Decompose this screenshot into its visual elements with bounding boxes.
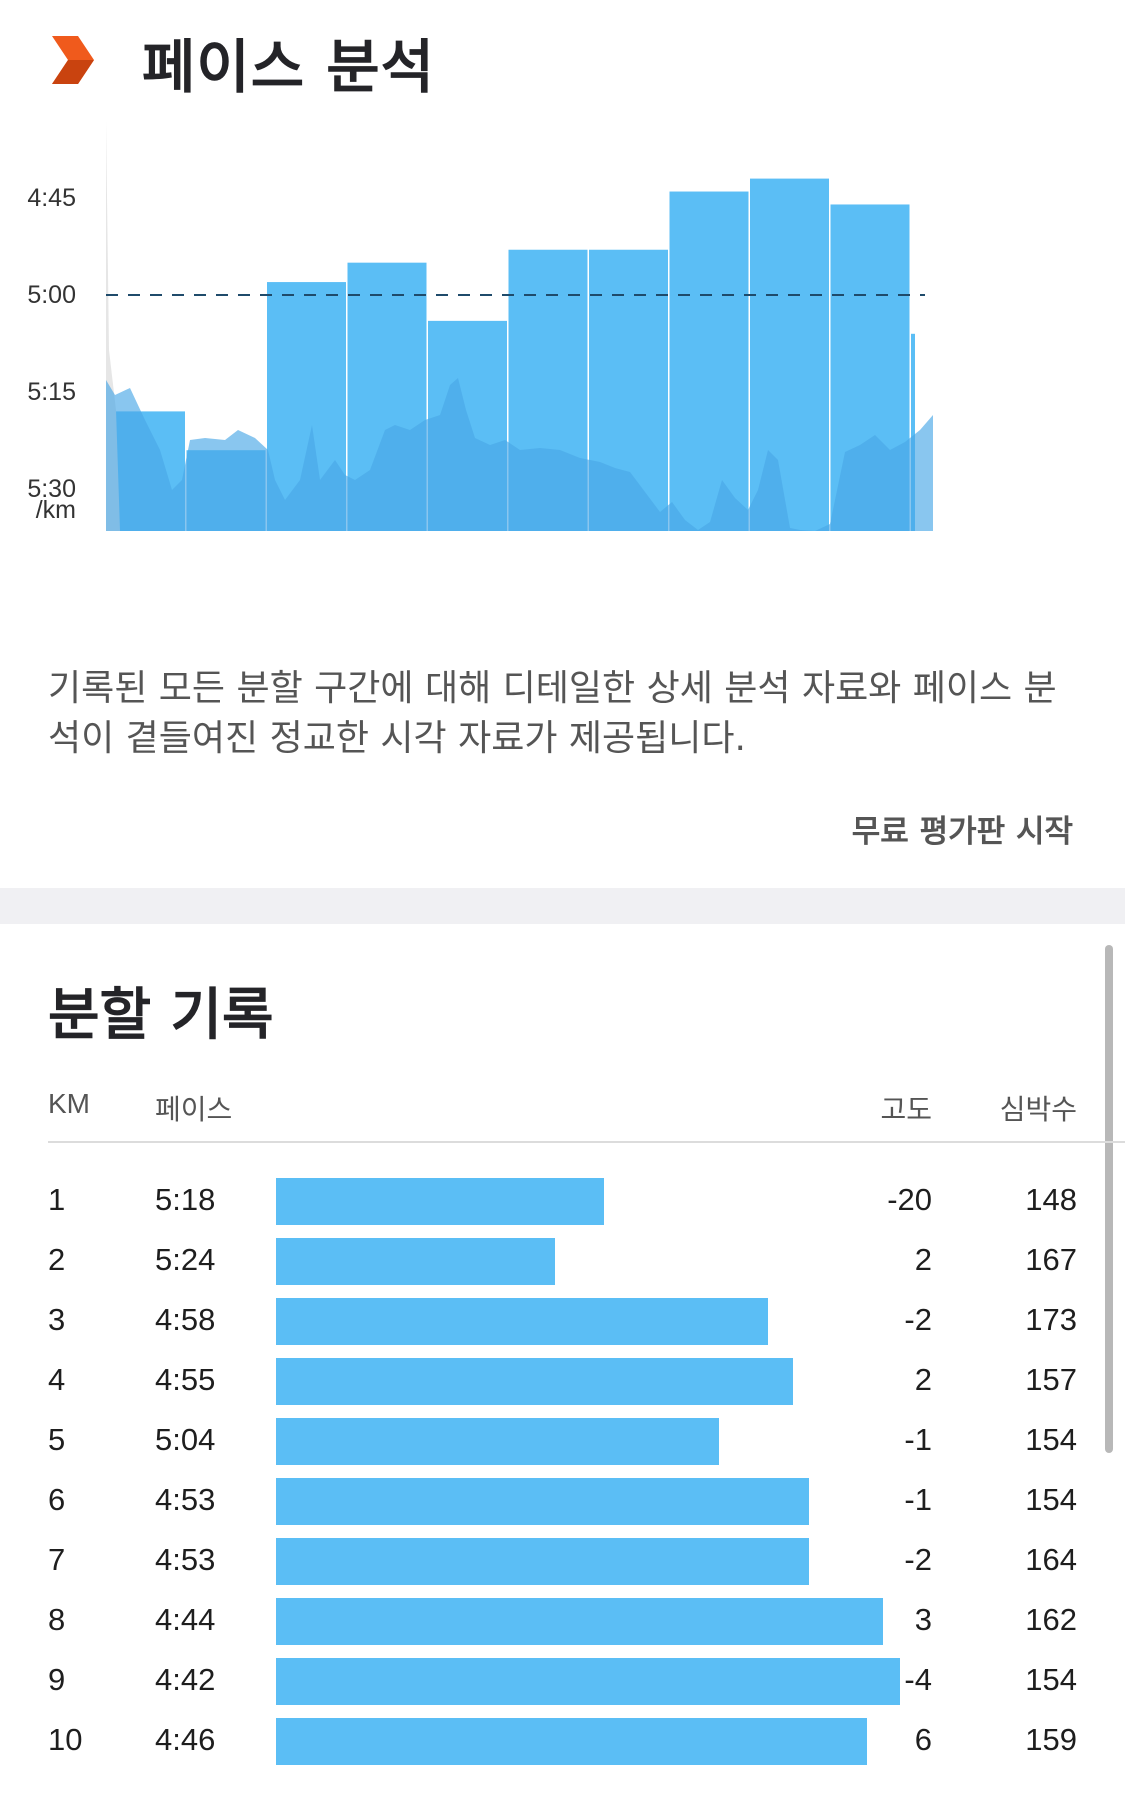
split-row: 5 5:04 -1 154 <box>0 1412 1125 1472</box>
pace-bar <box>911 333 915 531</box>
pace-bar <box>669 191 749 531</box>
y-tick-label: 5:15 <box>27 378 76 406</box>
split-pace-bar <box>276 1478 810 1525</box>
start-free-trial-link[interactable]: 무료 평가판 시작 <box>851 814 1073 850</box>
split-pace: 4:53 <box>155 1542 216 1577</box>
split-pace: 4:55 <box>155 1362 216 1397</box>
split-heart-rate: 173 <box>1025 1302 1077 1337</box>
split-heart-rate: 157 <box>1025 1362 1077 1397</box>
split-row: 1 5:18 -20 148 <box>0 1172 1125 1232</box>
split-pace: 4:58 <box>155 1302 216 1337</box>
split-heart-rate: 154 <box>1025 1422 1077 1457</box>
split-km: 4 <box>48 1362 66 1397</box>
split-pace: 5:24 <box>155 1242 216 1277</box>
split-km: 10 <box>48 1722 83 1757</box>
split-pace: 5:18 <box>155 1182 216 1217</box>
y-tick-label: 4:45 <box>27 184 76 212</box>
scrollbar[interactable] <box>1105 945 1113 1453</box>
split-pace-bar <box>276 1358 793 1405</box>
y-axis: 4:45 5:00 5:15 5:30/km <box>27 184 76 524</box>
split-heart-rate: 159 <box>1025 1722 1077 1757</box>
y-unit-label: /km <box>36 496 76 524</box>
split-km: 6 <box>48 1482 66 1517</box>
split-pace: 4:46 <box>155 1722 216 1757</box>
split-heart-rate: 167 <box>1025 1242 1077 1277</box>
split-km: 2 <box>48 1242 66 1277</box>
split-elevation: -20 <box>887 1182 932 1217</box>
split-heart-rate: 162 <box>1025 1602 1077 1637</box>
y-tick-label: 5:30 <box>27 475 76 503</box>
split-pace-bar <box>276 1238 556 1285</box>
column-header-km: KM <box>48 1088 90 1119</box>
split-elevation: 2 <box>914 1362 932 1397</box>
split-row: 8 4:44 3 162 <box>0 1592 1125 1652</box>
split-heart-rate: 154 <box>1025 1662 1077 1697</box>
table-header-divider <box>48 1141 1125 1143</box>
splits-title: 분할 기록 <box>48 983 274 1048</box>
splits-table-header: KM 페이스 고도 심박수 <box>0 1080 1125 1140</box>
pace-chart: 4:45 5:00 5:15 5:30/km <box>0 120 1125 640</box>
split-row: 6 4:53 -1 154 <box>0 1472 1125 1532</box>
split-pace-bar <box>276 1178 605 1225</box>
split-pace-bar <box>276 1298 769 1345</box>
feature-description: 기록된 모든 분할 구간에 대해 디테일한 상세 분석 자료와 페이스 분석이 … <box>48 668 1057 759</box>
split-row: 2 5:24 2 167 <box>0 1232 1125 1292</box>
split-pace: 4:53 <box>155 1482 216 1517</box>
split-pace: 4:44 <box>155 1602 216 1637</box>
pace-chart-svg: 4:45 5:00 5:15 5:30/km <box>27 120 933 531</box>
split-km: 8 <box>48 1602 66 1637</box>
split-heart-rate: 148 <box>1025 1182 1077 1217</box>
split-km: 1 <box>48 1182 66 1217</box>
chevron-right-icon <box>52 36 94 84</box>
split-km: 7 <box>48 1542 66 1577</box>
split-elevation: -1 <box>904 1422 932 1457</box>
split-km: 5 <box>48 1422 66 1457</box>
split-pace-bar <box>276 1718 867 1765</box>
split-elevation: 2 <box>914 1242 932 1277</box>
section-divider <box>0 888 1125 924</box>
split-heart-rate: 154 <box>1025 1482 1077 1517</box>
split-heart-rate: 164 <box>1025 1542 1077 1577</box>
split-km: 3 <box>48 1302 66 1337</box>
split-row: 3 4:58 -2 173 <box>0 1292 1125 1352</box>
split-elevation: -1 <box>904 1482 932 1517</box>
split-row: 9 4:42 -4 154 <box>0 1652 1125 1712</box>
split-pace-bar <box>276 1658 900 1705</box>
split-km: 9 <box>48 1662 66 1697</box>
page-title: 페이스 분석 <box>142 33 435 101</box>
split-pace-bar <box>276 1538 810 1585</box>
column-header-elevation: 고도 <box>880 1094 932 1125</box>
split-row: 10 4:46 6 159 <box>0 1712 1125 1772</box>
pace-analysis-section: 페이스 분석 4:45 5:00 5:15 5:30/km 기록된 모든 분할 구간에… <box>0 0 1125 888</box>
column-header-pace: 페이스 <box>155 1094 233 1125</box>
y-tick-label: 5:00 <box>27 281 76 309</box>
column-header-heart-rate: 심박수 <box>999 1094 1077 1125</box>
pace-overlay <box>106 120 933 531</box>
split-elevation: -2 <box>904 1302 932 1337</box>
split-pace-bar <box>276 1418 720 1465</box>
split-elevation: 3 <box>914 1602 932 1637</box>
split-elevation: 6 <box>914 1722 932 1757</box>
pace-analysis-header: 페이스 분석 <box>0 0 1125 120</box>
split-elevation: -2 <box>904 1542 932 1577</box>
split-pace: 4:42 <box>155 1662 216 1697</box>
split-pace-bar <box>276 1598 884 1645</box>
split-elevation: -4 <box>904 1662 932 1697</box>
split-row: 4 4:55 2 157 <box>0 1352 1125 1412</box>
split-pace: 5:04 <box>155 1422 216 1457</box>
split-row: 7 4:53 -2 164 <box>0 1532 1125 1592</box>
pace-area <box>106 378 933 531</box>
